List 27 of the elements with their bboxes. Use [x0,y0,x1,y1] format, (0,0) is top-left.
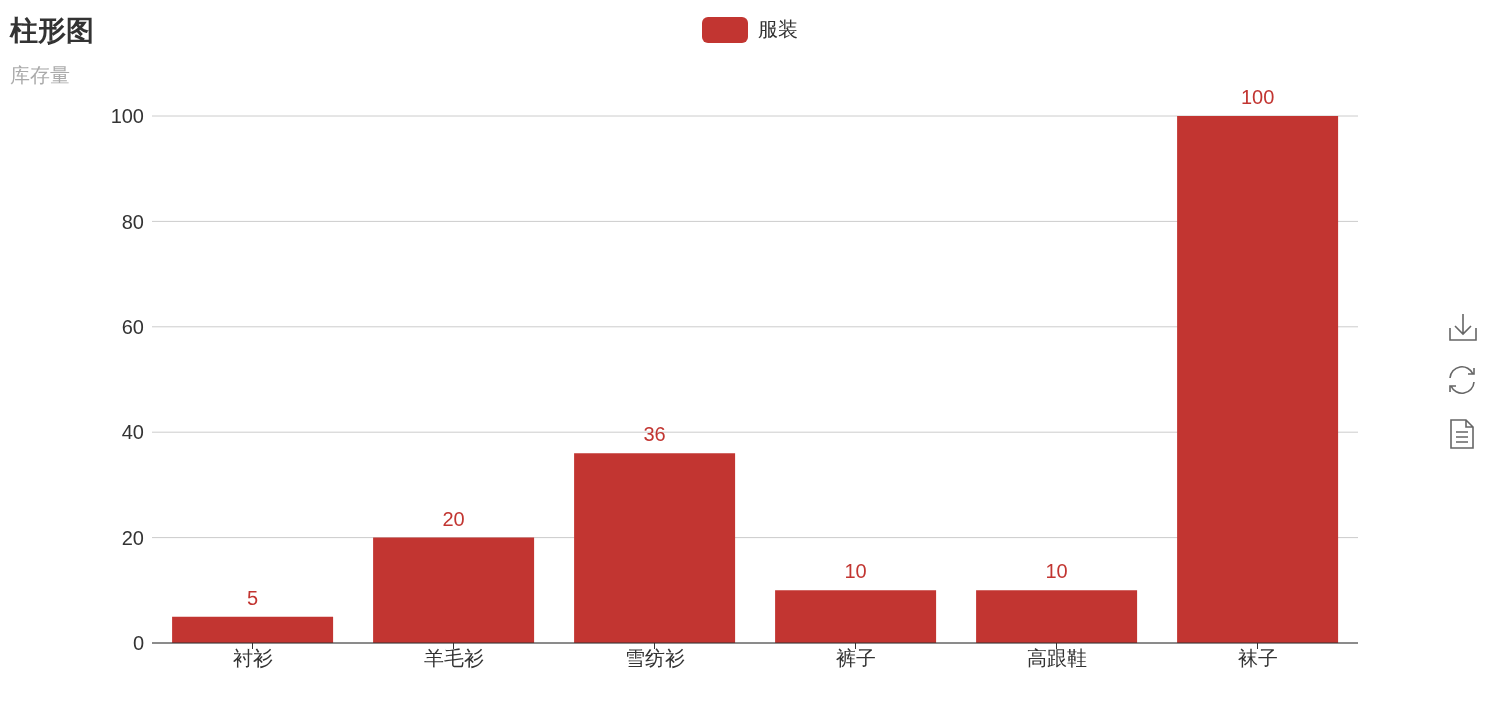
x-tick-label: 羊毛衫 [423,647,484,670]
bar [976,590,1138,643]
data-label: 100 [1240,86,1275,108]
y-tick-label: 100 [110,105,144,128]
y-tick-label: 40 [121,421,144,444]
y-tick-label: 0 [132,632,144,655]
y-tick-label: 60 [121,315,144,338]
x-tick-label: 袜子 [1237,647,1278,670]
bar [373,537,535,643]
x-tick-label: 裤子 [835,647,876,670]
bar [775,590,937,643]
chart-title: 柱形图 [10,14,94,48]
bar [172,616,334,643]
legend-label: 服装 [758,17,798,42]
y-tick-label: 80 [121,210,144,233]
y-tick-label: 20 [121,526,144,549]
data-label: 10 [1045,560,1068,583]
data-label: 10 [844,560,867,583]
x-tick-label: 高跟鞋 [1026,647,1087,670]
data-label: 5 [247,586,259,609]
bar [574,453,736,643]
chart-subtitle: 库存量 [10,63,70,88]
bar [1177,116,1339,643]
data-label: 20 [442,507,465,530]
x-tick-label: 衬衫 [232,647,273,670]
data-label: 36 [643,423,666,446]
x-tick-label: 雪纺衫 [624,647,685,670]
